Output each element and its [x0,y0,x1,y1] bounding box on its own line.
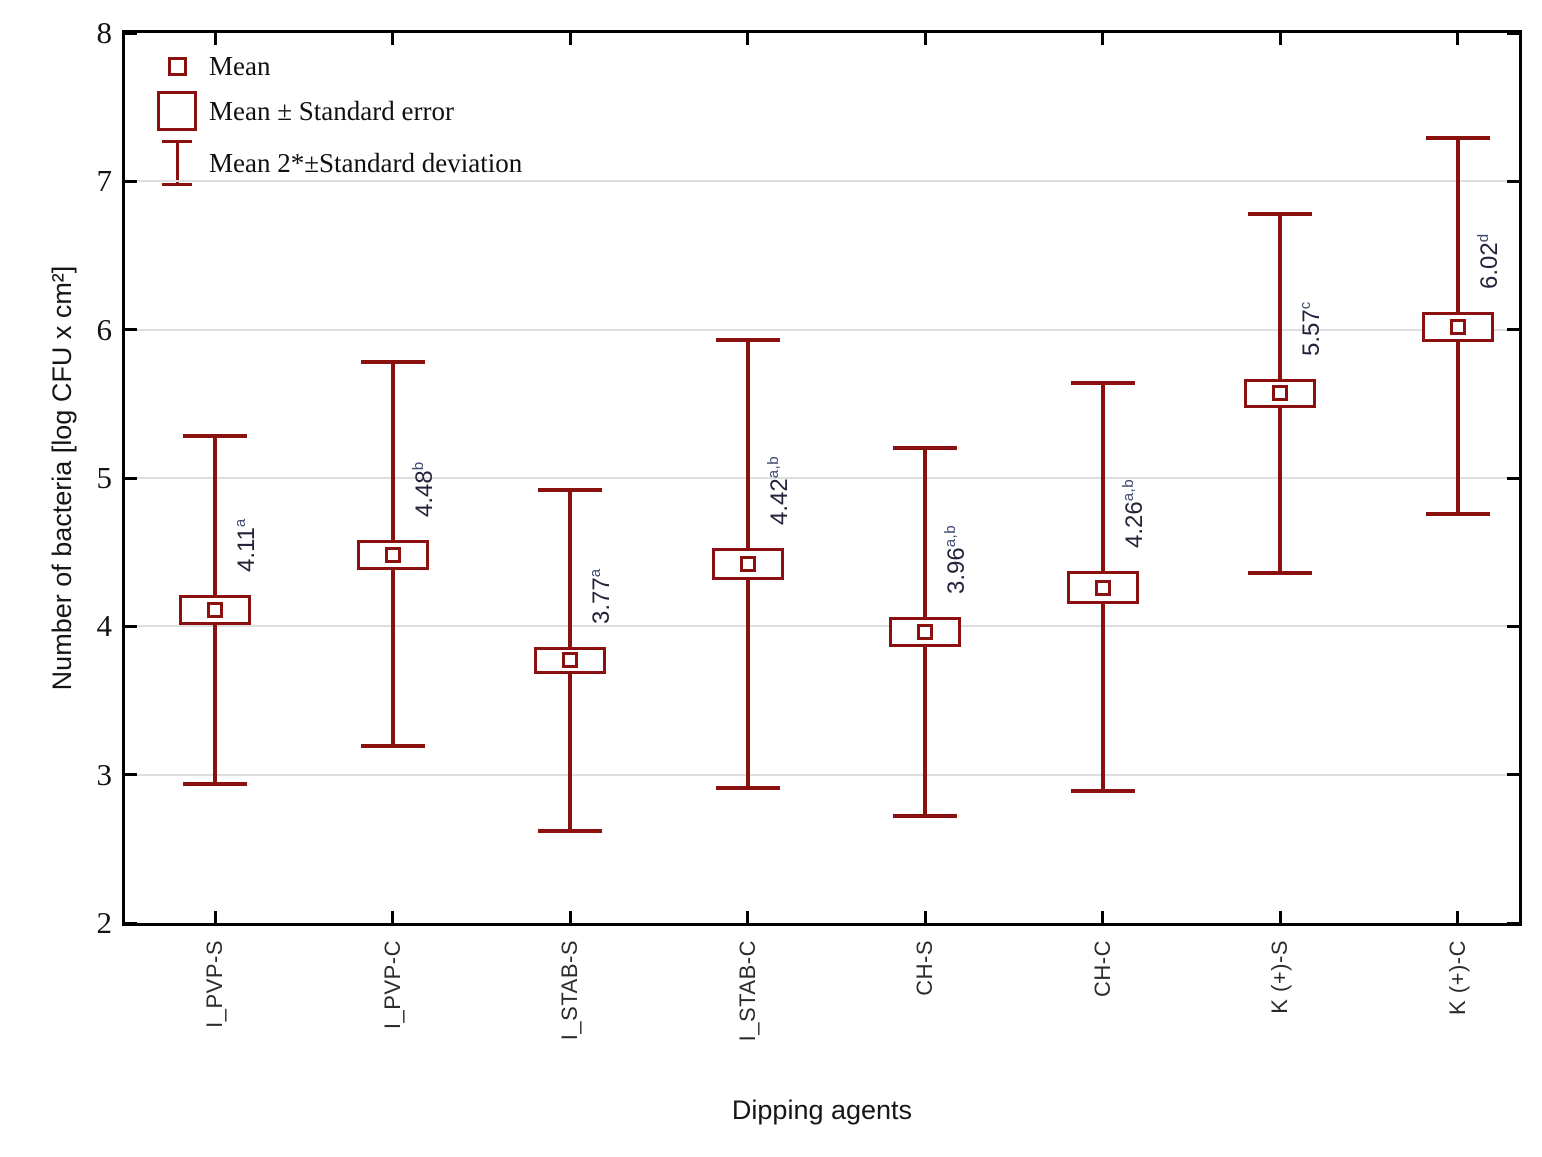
x-tick-label: CH-S [912,940,938,996]
y-tick-right [1507,624,1519,628]
y-tick-right [1507,328,1519,332]
mean-marker [1272,385,1289,402]
x-tick-top [568,33,572,45]
y-tick-right [1507,476,1519,480]
y-tick-left [125,624,137,628]
mean-marker-icon [167,57,187,76]
sd-cap-bottom [538,829,603,834]
mean-marker [917,624,934,641]
sd-cap-top [715,338,780,343]
sd-cap-top [1425,136,1490,141]
x-tick-label: I_STAB-S [557,940,583,1041]
sd-cap-top [893,446,958,451]
value-label: 5.57c [1297,300,1326,356]
mean-marker [739,556,756,573]
y-tick-label: 2 [96,905,113,940]
x-tick-label: I_PVP-S [202,940,227,1028]
x-tick-top [1456,33,1460,45]
y-tick-label: 3 [96,756,113,792]
sd-cap-top [1248,211,1313,216]
gridline-y4 [125,625,1519,628]
sd-cap-bottom [360,744,425,749]
sd-cap-bottom [1248,570,1313,575]
se-box [1421,311,1494,342]
x-tick-top [1278,33,1282,45]
y-tick-left [125,773,137,777]
y-tick-left [125,31,137,35]
y-tick-label: 4 [96,608,113,644]
gridline-y5 [125,477,1519,479]
sd-cap-top [538,487,603,492]
sd-cap-top [1070,381,1135,386]
x-tick-bottom [1456,911,1460,923]
y-tick-right [1507,773,1519,777]
x-tick-top [1101,33,1105,45]
y-tick-left [125,179,137,183]
mean-marker [384,547,401,564]
x-tick-bottom [213,911,217,923]
y-tick-label: 6 [96,311,113,347]
gridline-y6 [125,328,1519,331]
mean-marker [1094,579,1111,596]
se-box-icon [157,91,197,131]
y-tick-right [1507,179,1519,183]
x-tick-label: K (+)-C [1444,940,1470,1015]
legend-item-mean: Mean [151,51,522,82]
x-tick-top [746,33,750,45]
x-tick-label: K (+)-S [1267,940,1293,1014]
sd-cap-bottom [893,814,958,819]
y-tick-label: 8 [96,15,113,50]
legend-label-mean: Mean [209,51,271,81]
mean-marker [1449,318,1466,335]
legend-item-se: Mean ± Standard error [151,91,522,131]
mean-marker [207,602,223,619]
value-label: 4.42a,b [764,455,793,525]
y-tick-left [125,476,137,480]
se-box [356,540,429,570]
x-tick-bottom [391,911,395,923]
x-tick-top [391,33,395,45]
legend: Mean Mean ± Standard error Mean 2*±Stand… [151,51,522,186]
y-tick-right [1507,31,1519,35]
x-tick-top [213,33,217,45]
value-label: 4.26a,b [1119,479,1148,549]
value-label: 4.11a [232,518,260,573]
y-tick-label: 5 [96,460,113,495]
y-tick-label: 7 [96,163,113,199]
sd-whisker-icon [162,140,192,186]
sd-cap-bottom [1425,511,1490,516]
sd-cap-top [183,434,247,439]
sd-cap-bottom [1070,788,1135,793]
value-label: 3.77a [587,568,616,625]
gridline-y7 [125,180,1519,183]
value-label: 4.48b [409,461,438,518]
x-tick-top [923,33,927,45]
gridline-y3 [125,773,1519,776]
mean-marker [562,652,579,669]
x-tick-label: CH-C [1089,940,1115,997]
legend-label-sd: Mean 2*±Standard deviation [209,147,523,178]
x-tick-label: I_PVP-C [379,940,405,1030]
sd-cap-bottom [183,781,247,786]
y-tick-left [125,921,137,925]
x-axis-title: Dipping agents [731,1095,913,1125]
x-tick-bottom [1101,911,1105,923]
value-label: 6.02d [1474,233,1503,289]
sd-cap-top [360,360,425,365]
x-tick-bottom [923,911,927,923]
plot-area: Mean Mean ± Standard error Mean 2*±Stand… [122,30,1522,926]
y-tick-left [125,328,137,332]
sd-cap-bottom [715,786,780,791]
x-tick-label: I_STAB-C [734,940,760,1042]
legend-item-sd: Mean 2*±Standard deviation [151,140,522,186]
legend-label-se: Mean ± Standard error [209,95,454,126]
x-tick-bottom [1278,911,1282,923]
x-tick-bottom [568,911,572,923]
value-label: 3.96a,b [942,525,971,595]
x-tick-bottom [746,911,750,923]
y-tick-right [1507,921,1519,925]
